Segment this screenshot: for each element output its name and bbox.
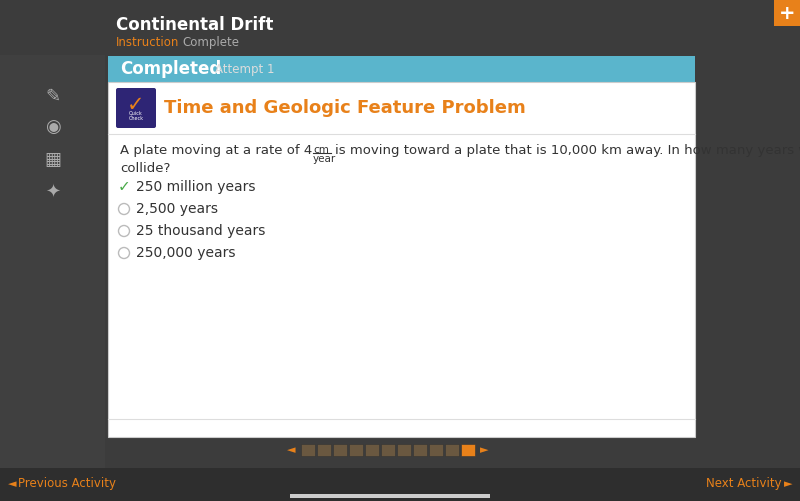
Text: ▦: ▦ — [44, 151, 61, 169]
FancyBboxPatch shape — [317, 444, 331, 456]
FancyBboxPatch shape — [381, 444, 395, 456]
FancyBboxPatch shape — [349, 444, 363, 456]
Text: ✦: ✦ — [45, 184, 60, 202]
FancyBboxPatch shape — [333, 444, 347, 456]
Text: Next Activity: Next Activity — [706, 477, 782, 490]
Text: 25 thousand years: 25 thousand years — [136, 224, 266, 238]
Text: ✓: ✓ — [127, 95, 145, 115]
FancyBboxPatch shape — [461, 444, 475, 456]
FancyBboxPatch shape — [116, 88, 156, 128]
Text: ◄: ◄ — [287, 445, 295, 455]
FancyBboxPatch shape — [108, 56, 695, 82]
FancyBboxPatch shape — [397, 444, 411, 456]
FancyBboxPatch shape — [0, 0, 800, 54]
FancyBboxPatch shape — [301, 444, 315, 456]
Text: Quick
Check: Quick Check — [129, 111, 143, 121]
Text: Attempt 1: Attempt 1 — [215, 63, 274, 76]
Text: Complete: Complete — [182, 36, 239, 49]
Text: Completed: Completed — [120, 60, 222, 78]
Text: 250,000 years: 250,000 years — [136, 246, 235, 260]
Text: Continental Drift: Continental Drift — [116, 16, 274, 34]
FancyBboxPatch shape — [429, 444, 443, 456]
Text: cm: cm — [313, 145, 329, 155]
FancyBboxPatch shape — [108, 82, 695, 437]
FancyBboxPatch shape — [774, 0, 800, 26]
Text: Previous Activity: Previous Activity — [18, 477, 116, 490]
Text: Time and Geologic Feature Problem: Time and Geologic Feature Problem — [164, 99, 526, 117]
Circle shape — [118, 247, 130, 259]
Circle shape — [118, 225, 130, 236]
Circle shape — [118, 203, 130, 214]
Text: is moving toward a plate that is 10,000 km away. In how many years will the plat: is moving toward a plate that is 10,000 … — [335, 144, 800, 157]
FancyBboxPatch shape — [413, 444, 427, 456]
Text: ◉: ◉ — [45, 118, 60, 136]
Text: Instruction: Instruction — [116, 36, 179, 49]
FancyBboxPatch shape — [445, 444, 459, 456]
Text: year: year — [313, 154, 336, 164]
Text: A plate moving at a rate of 4: A plate moving at a rate of 4 — [120, 144, 312, 157]
FancyBboxPatch shape — [365, 444, 379, 456]
Text: 250 million years: 250 million years — [136, 180, 255, 194]
Text: ◄: ◄ — [8, 479, 17, 489]
FancyBboxPatch shape — [0, 468, 800, 501]
Text: ✎: ✎ — [45, 88, 60, 106]
Text: collide?: collide? — [120, 162, 170, 175]
FancyBboxPatch shape — [0, 55, 105, 470]
Text: 2,500 years: 2,500 years — [136, 202, 218, 216]
Text: +: + — [778, 4, 795, 23]
Text: ►: ► — [479, 445, 488, 455]
FancyBboxPatch shape — [290, 494, 490, 498]
Text: ✓: ✓ — [118, 179, 130, 194]
Text: ►: ► — [783, 479, 792, 489]
